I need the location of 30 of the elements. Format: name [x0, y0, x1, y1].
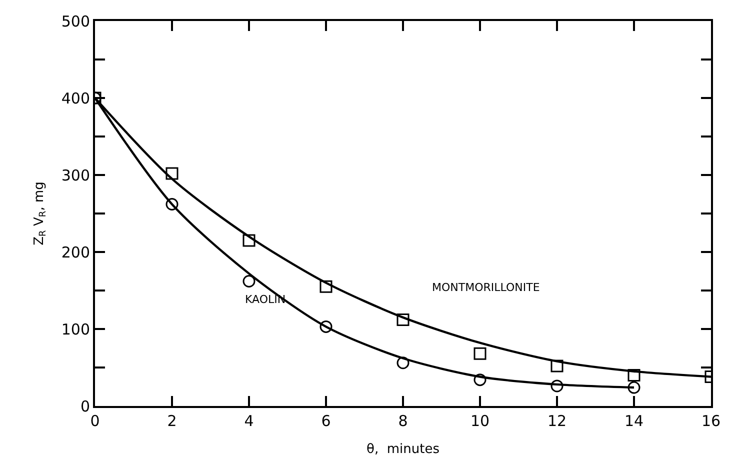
point: [628, 368, 640, 382]
point: [550, 360, 564, 372]
x-tick-label: 4: [244, 412, 254, 430]
annotation: MONTMORILLONITE: [432, 281, 540, 294]
x-axis-title: θ, minutes: [366, 442, 440, 458]
x-tick-label: 12: [547, 412, 567, 430]
x-tick-label: 8: [398, 412, 408, 430]
x-tick-label: 16: [701, 412, 721, 430]
y-tick-label: 500: [61, 12, 90, 30]
point: [166, 198, 178, 211]
y-tick-label: 100: [61, 320, 90, 338]
point: [396, 314, 410, 326]
x-tick-label: 14: [624, 412, 644, 430]
point: [474, 347, 486, 360]
y-tick-label: 200: [61, 243, 90, 262]
point: [166, 167, 178, 180]
x-tick-label: 6: [321, 412, 331, 430]
point: [628, 381, 640, 394]
point: [550, 380, 564, 392]
y-tick-label: 400: [61, 89, 90, 108]
point: [320, 320, 332, 333]
point: [320, 280, 332, 293]
point: [242, 234, 256, 247]
point: [474, 374, 486, 386]
x-tick-label: 10: [470, 412, 490, 430]
y-tick-label: 0: [80, 397, 90, 416]
x-tick-label: 2: [167, 412, 177, 430]
y-tick-label: 300: [61, 166, 90, 184]
point: [396, 356, 410, 370]
point: [242, 275, 256, 288]
